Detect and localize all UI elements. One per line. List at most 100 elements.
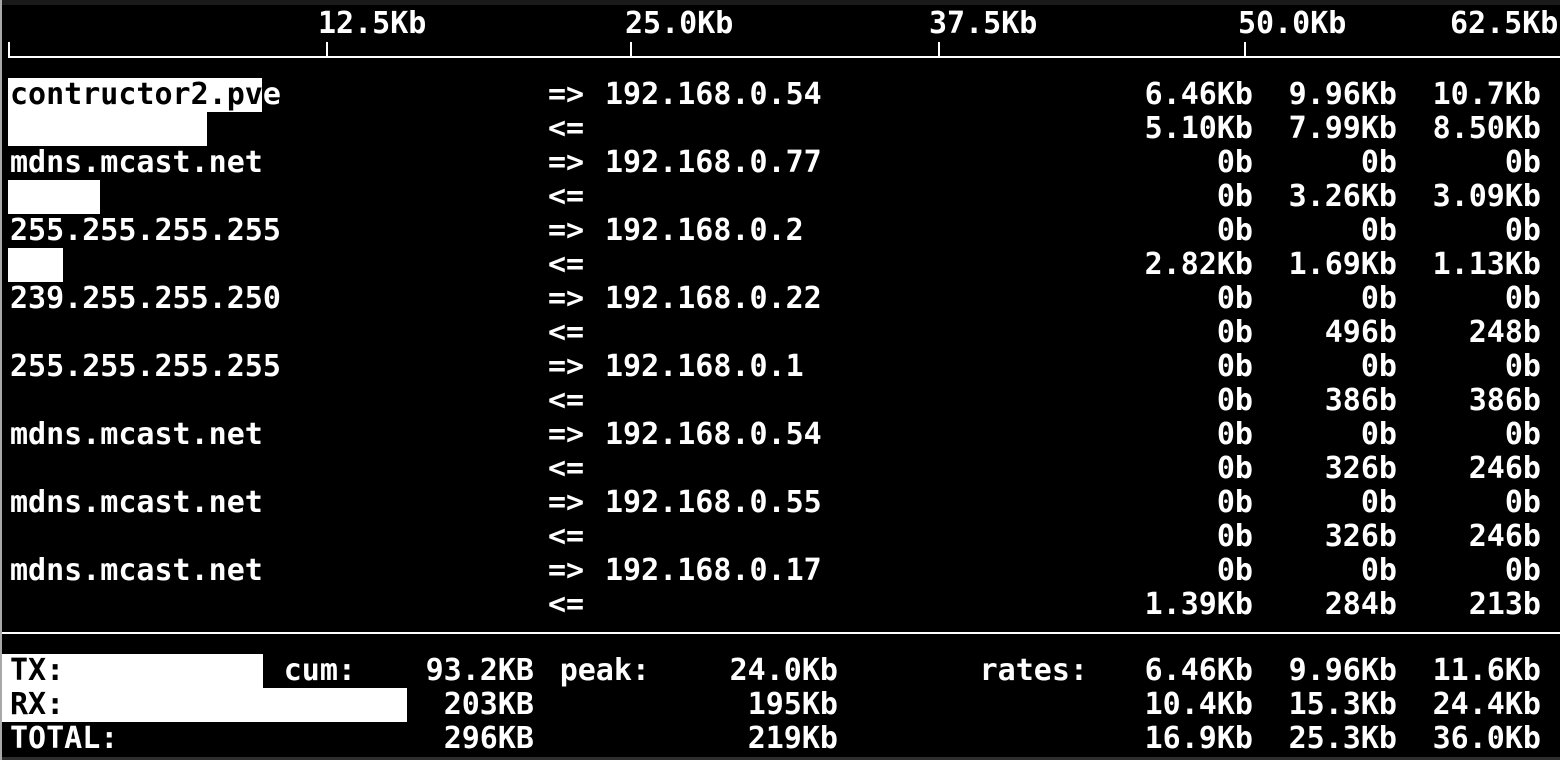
tx-bandwidth-bar: contructor2.pve (8, 78, 262, 112)
rx-rate-10s: 496b (1324, 315, 1397, 350)
tx-rate-10s: 0b (1360, 281, 1397, 316)
rx-rate-10s: 3.26Kb (1288, 179, 1397, 214)
rx-rate-2s: 0b (1216, 315, 1253, 350)
tx-rate-2s: 0b (1216, 349, 1253, 384)
scale-label: 62.5Kb (1450, 6, 1559, 41)
connection-row-rx: <= 5.10Kb 7.99Kb 8.50Kb (0, 112, 1560, 146)
rx-arrow: <= (548, 179, 585, 214)
connection-row-tx: 239.255.255.250 => 192.168.0.22 0b 0b 0b (0, 282, 1560, 316)
rx-rate-10s: 1.69Kb (1288, 247, 1397, 282)
summary-row: TOTAL: 296KB 219Kb 16.9Kb 25.3Kb 36.0Kb (0, 722, 1560, 756)
connection-row-rx: <= 0b 386b 386b (0, 384, 1560, 418)
tx-arrow: => (548, 485, 585, 520)
summary-bandwidth-bar: RX: (2, 688, 407, 722)
connection-row-tx: contructor2.pvecontructor2.pve=>192.168.… (0, 78, 1560, 112)
rx-rate-2s: 5.10Kb (1144, 111, 1253, 146)
source-host: mdns.mcast.net (10, 485, 263, 520)
tx-rate-10s: 0b (1360, 485, 1397, 520)
scale-tick (8, 42, 10, 58)
tx-rate-10s: 0b (1360, 417, 1397, 452)
scale-label: 37.5Kb (929, 6, 1038, 41)
peak-column-label: peak: (559, 653, 650, 688)
source-host: mdns.mcast.net (10, 417, 263, 452)
scale-label: 25.0Kb (625, 6, 734, 41)
connection-row-tx: mdns.mcast.net => 192.168.0.17 0b 0b 0b (0, 554, 1560, 588)
tx-bandwidth-bar-inverse-text: contructor2.pve (10, 78, 262, 112)
source-host: 255.255.255.255 (10, 213, 281, 248)
summary-separator (2, 632, 1560, 634)
connection-row-tx: mdns.mcast.net => 192.168.0.54 0b 0b 0b (0, 418, 1560, 452)
cum-value: 203KB (443, 687, 534, 722)
destination-host: 192.168.0.17 (605, 553, 822, 588)
destination-host: 192.168.0.2 (605, 213, 804, 248)
window-left-edge (0, 0, 2, 760)
summary-bandwidth-bar-inverse-text: TX: (10, 654, 65, 688)
rates-rate-2s: 16.9Kb (1144, 721, 1253, 756)
rates-rate-40s: 11.6Kb (1432, 653, 1541, 688)
tx-rate-40s: 0b (1504, 213, 1541, 248)
rx-bandwidth-bar (8, 112, 207, 146)
connection-row-tx: 255.255.255.255 => 192.168.0.2 0b 0b 0b (0, 214, 1560, 248)
connection-row-rx: <= 0b 496b 248b (0, 316, 1560, 350)
rx-rate-40s: 246b (1468, 519, 1541, 554)
rx-rate-10s: 326b (1324, 451, 1397, 486)
rx-rate-2s: 0b (1216, 519, 1253, 554)
destination-host: 192.168.0.77 (605, 145, 822, 180)
tx-arrow: => (548, 417, 585, 452)
rx-rate-10s: 7.99Kb (1288, 111, 1397, 146)
peak-value: 24.0Kb (729, 653, 838, 688)
destination-host: 192.168.0.22 (605, 281, 822, 316)
connection-row-tx: mdns.mcast.net => 192.168.0.55 0b 0b 0b (0, 486, 1560, 520)
scale-tick (938, 42, 940, 58)
tx-rate-2s: 0b (1216, 281, 1253, 316)
rx-arrow: <= (548, 587, 585, 622)
source-host: 239.255.255.250 (10, 281, 281, 316)
cum-value: 296KB (443, 721, 534, 756)
tx-arrow: => (548, 77, 585, 112)
tx-rate-40s: 0b (1504, 417, 1541, 452)
summary-row: TX:TX:cum:peak:rates:93.2KB24.0Kb6.46Kb9… (0, 654, 1560, 688)
rx-rate-40s: 1.13Kb (1432, 247, 1541, 282)
peak-value: 219Kb (747, 721, 838, 756)
rx-rate-10s: 386b (1324, 383, 1397, 418)
rx-bandwidth-bar (8, 248, 63, 282)
connection-row-tx: mdns.mcast.net => 192.168.0.77 0b 0b 0b (0, 146, 1560, 180)
tx-rate-10s: 0b (1360, 145, 1397, 180)
rx-bandwidth-bar (8, 180, 100, 214)
source-host: mdns.mcast.net (10, 145, 263, 180)
rx-rate-40s: 3.09Kb (1432, 179, 1541, 214)
rx-arrow: <= (548, 315, 585, 350)
scale-label: 50.0Kb (1238, 6, 1347, 41)
rx-rate-40s: 8.50Kb (1432, 111, 1541, 146)
scale-tick (326, 42, 328, 58)
tx-rate-40s: 0b (1504, 485, 1541, 520)
rx-rate-10s: 326b (1324, 519, 1397, 554)
rx-rate-2s: 1.39Kb (1144, 587, 1253, 622)
source-host: 255.255.255.255 (10, 349, 281, 384)
rx-rate-2s: 0b (1216, 179, 1253, 214)
rx-arrow: <= (548, 519, 585, 554)
tx-rate-2s: 0b (1216, 145, 1253, 180)
rx-rate-40s: 246b (1468, 451, 1541, 486)
summary-bandwidth-bar: TX: (2, 654, 263, 688)
connection-row-rx: <= 1.39Kb 284b 213b (0, 588, 1560, 622)
tx-rate-10s: 0b (1360, 349, 1397, 384)
connection-row-rx: <= 0b 326b 246b (0, 452, 1560, 486)
tx-rate-40s: 0b (1504, 349, 1541, 384)
tx-rate-2s: 0b (1216, 213, 1253, 248)
connection-row-rx: <= 0b 3.26Kb 3.09Kb (0, 180, 1560, 214)
connection-row-rx: <= 0b 326b 246b (0, 520, 1560, 554)
tx-arrow: => (548, 349, 585, 384)
rates-rate-40s: 36.0Kb (1432, 721, 1541, 756)
destination-host: 192.168.0.1 (605, 349, 804, 384)
destination-host: 192.168.0.55 (605, 485, 822, 520)
rx-rate-40s: 386b (1468, 383, 1541, 418)
tx-rate-2s: 0b (1216, 417, 1253, 452)
cum-value: 93.2KB (425, 653, 534, 688)
cum-column-label: cum: (283, 653, 356, 688)
scale-axis-line (8, 56, 1560, 58)
rx-rate-2s: 2.82Kb (1144, 247, 1253, 282)
summary-bandwidth-bar-inverse-text: RX: (10, 688, 65, 722)
rates-column-label: rates: (979, 653, 1088, 688)
